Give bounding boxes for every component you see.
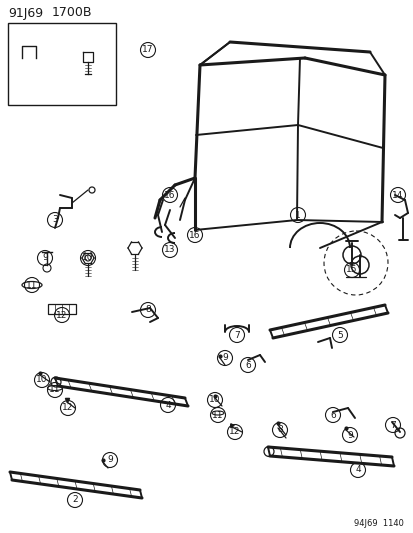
Text: 91J69: 91J69: [8, 6, 43, 20]
Text: 9: 9: [222, 353, 227, 362]
Text: 11: 11: [212, 410, 223, 419]
Bar: [48, 304, 76, 314]
Text: 5: 5: [336, 330, 342, 340]
Text: 12: 12: [56, 311, 67, 319]
Text: 4: 4: [165, 400, 171, 409]
Text: 6: 6: [329, 410, 335, 419]
Text: 12: 12: [62, 403, 74, 413]
Text: 10: 10: [82, 254, 93, 262]
Text: 11: 11: [26, 280, 38, 289]
Text: 11: 11: [49, 385, 61, 394]
Text: 9: 9: [107, 456, 113, 464]
Text: 8: 8: [276, 425, 282, 434]
Text: 94J69  1140: 94J69 1140: [353, 520, 403, 529]
Text: 1700B: 1700B: [52, 6, 92, 20]
Text: 2: 2: [72, 496, 78, 505]
Text: 4: 4: [354, 465, 360, 474]
Text: 9: 9: [42, 254, 48, 262]
Text: 7: 7: [389, 421, 395, 430]
Text: 10: 10: [36, 376, 47, 384]
Text: 17: 17: [142, 45, 153, 54]
Text: 1: 1: [294, 211, 300, 220]
Bar: [8, 23, 116, 105]
Text: 14: 14: [392, 190, 403, 199]
Text: 16: 16: [164, 190, 176, 199]
Text: 16: 16: [189, 230, 200, 239]
Text: 8: 8: [145, 305, 150, 314]
Text: 13: 13: [164, 246, 176, 254]
Text: 3: 3: [52, 215, 58, 224]
Text: 10: 10: [209, 395, 220, 405]
Text: 7: 7: [234, 330, 239, 340]
Text: 6: 6: [244, 360, 250, 369]
Text: 9: 9: [346, 431, 352, 440]
Text: 15: 15: [345, 265, 357, 274]
Text: 12: 12: [229, 427, 240, 437]
